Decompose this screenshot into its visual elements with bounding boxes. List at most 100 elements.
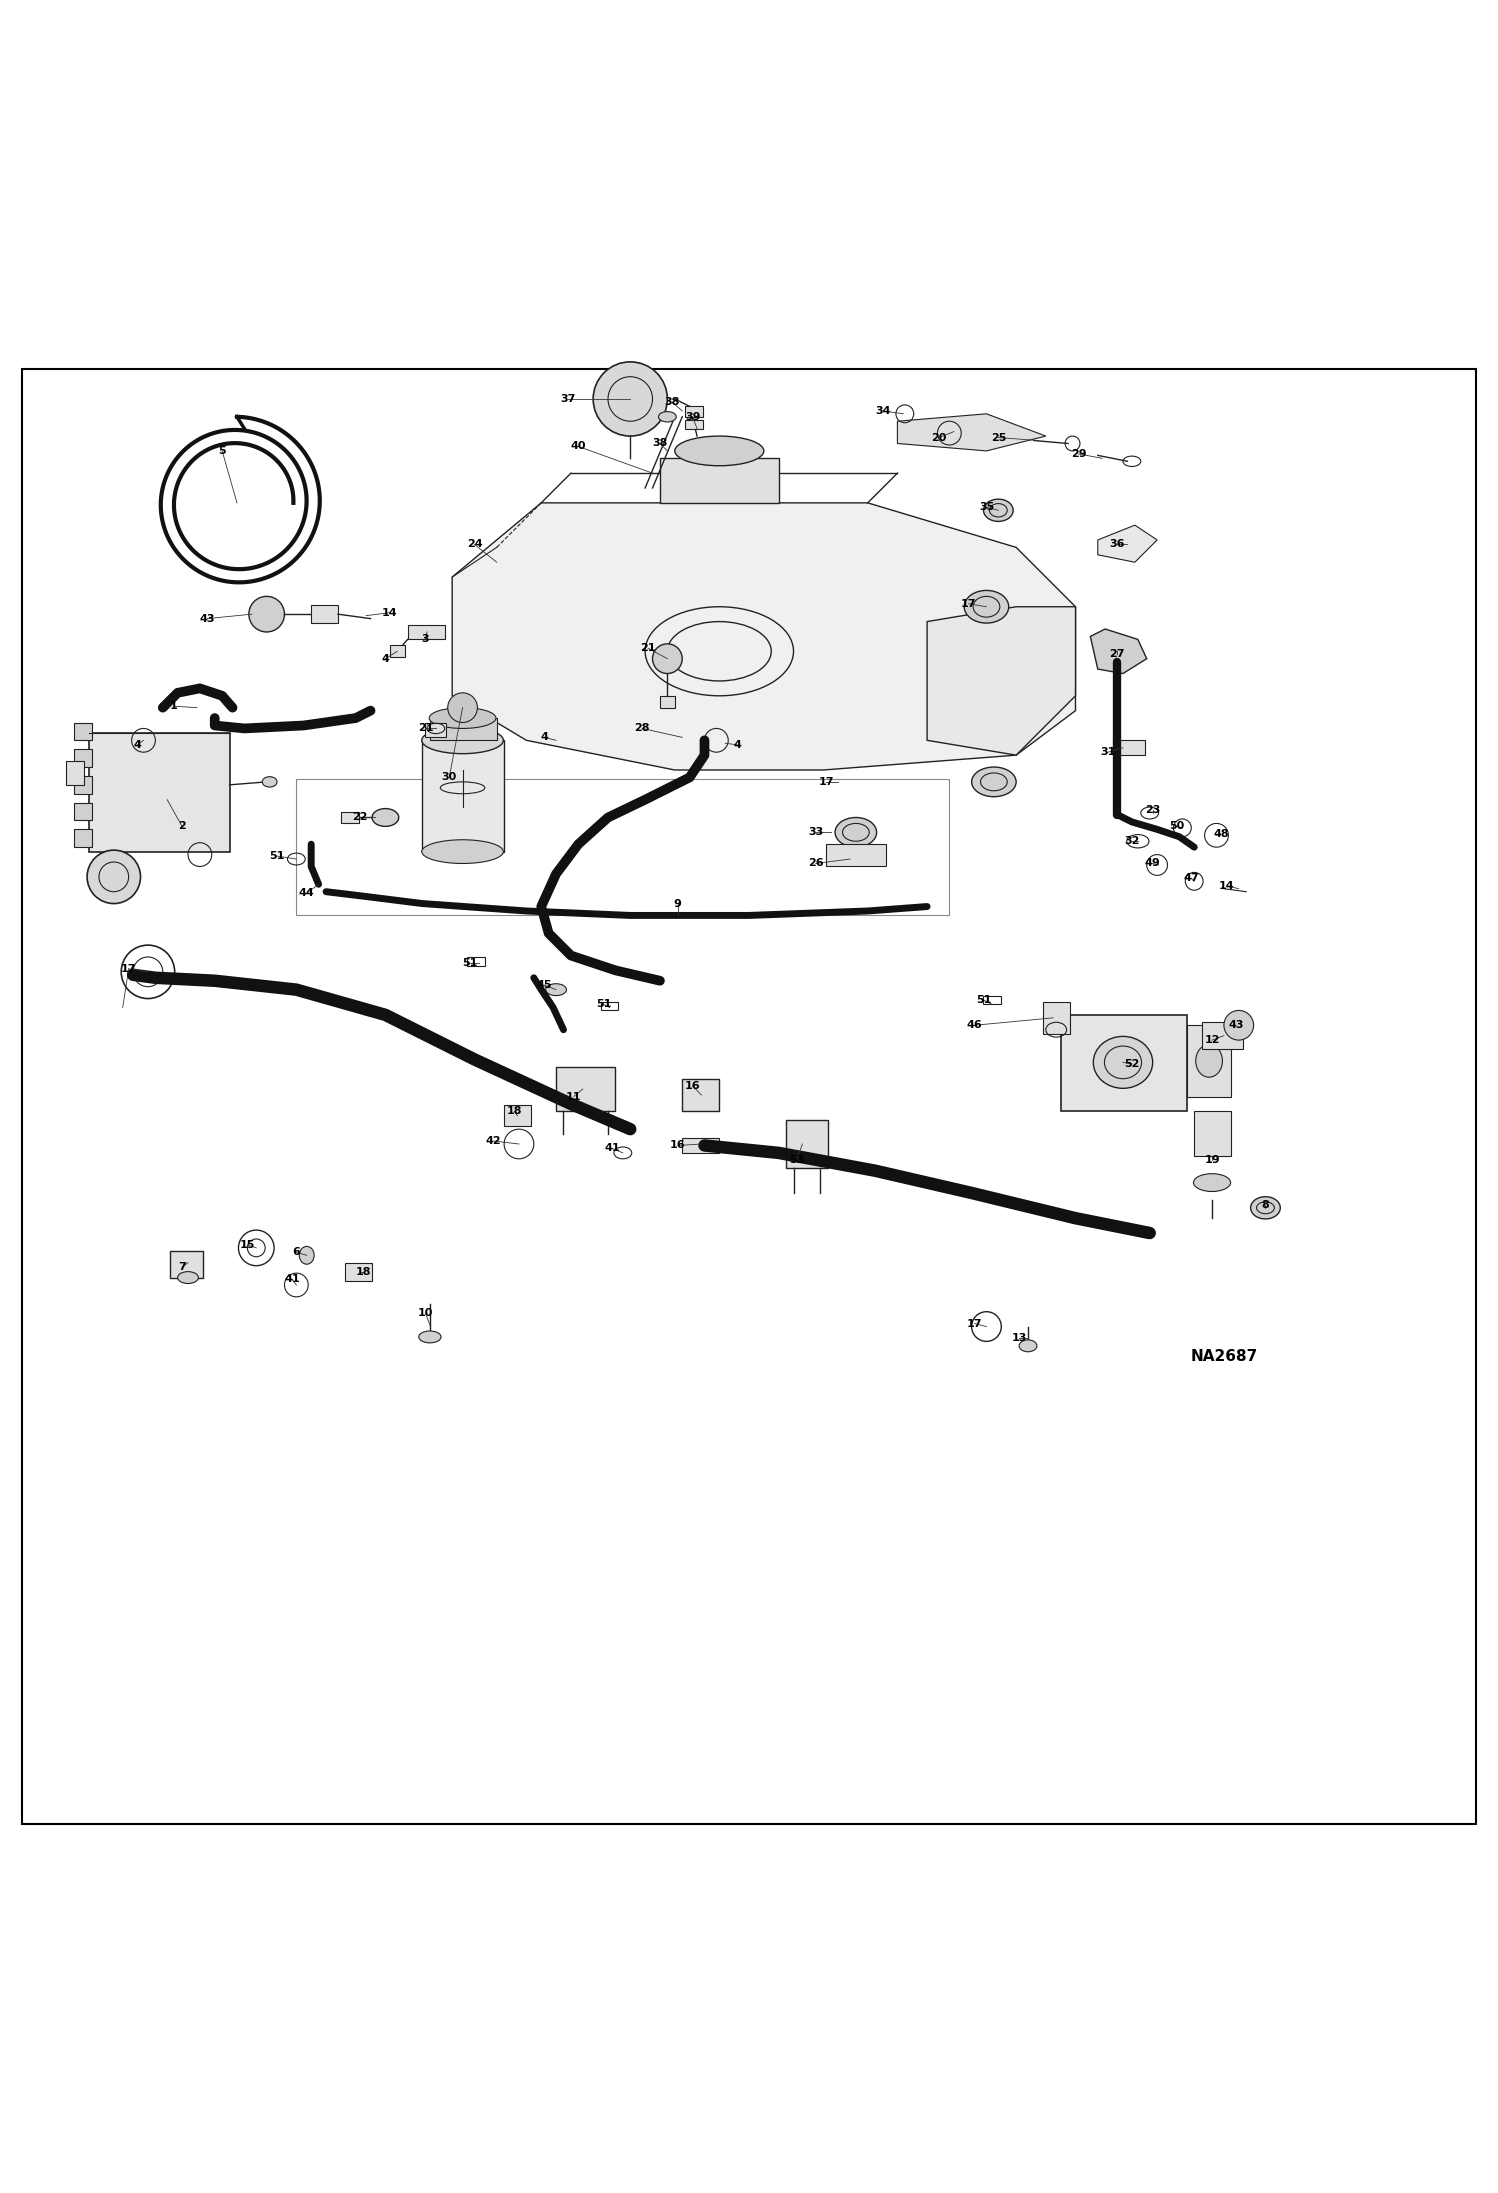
Text: 40: 40 (571, 441, 586, 452)
Bar (661, 695, 674, 708)
Text: 20: 20 (932, 432, 947, 443)
Text: 4: 4 (733, 739, 742, 750)
Text: 51: 51 (270, 851, 285, 862)
Text: 7: 7 (178, 1263, 186, 1272)
Ellipse shape (422, 726, 503, 754)
Ellipse shape (834, 818, 876, 846)
Text: 33: 33 (807, 827, 824, 838)
Text: 38: 38 (652, 439, 668, 450)
Text: 5: 5 (219, 445, 226, 456)
Text: 6: 6 (292, 1248, 300, 1257)
Text: 22: 22 (352, 811, 369, 822)
Text: 23: 23 (1144, 805, 1161, 816)
Text: 50: 50 (1168, 822, 1183, 831)
Text: 4: 4 (133, 739, 141, 750)
Text: 24: 24 (466, 539, 482, 550)
Bar (1113, 741, 1146, 754)
Bar (73, 803, 91, 820)
Bar (407, 625, 445, 640)
Text: 13: 13 (1011, 1333, 1026, 1344)
Bar (827, 844, 885, 866)
Text: 18: 18 (355, 1268, 372, 1276)
Text: 2: 2 (178, 822, 186, 831)
Bar (505, 1105, 530, 1127)
Ellipse shape (300, 1246, 315, 1263)
Polygon shape (1091, 629, 1147, 673)
Circle shape (653, 645, 682, 673)
Ellipse shape (1019, 1340, 1037, 1351)
Bar (389, 645, 404, 658)
Bar (342, 811, 358, 822)
Ellipse shape (262, 776, 277, 787)
Bar (346, 1263, 372, 1281)
Ellipse shape (422, 840, 503, 864)
Circle shape (593, 362, 668, 436)
Bar (66, 761, 84, 785)
Ellipse shape (972, 768, 1016, 796)
Text: 14: 14 (382, 607, 397, 618)
Bar (601, 1002, 619, 1011)
Ellipse shape (419, 1331, 440, 1342)
Ellipse shape (674, 436, 764, 465)
Text: 28: 28 (634, 724, 650, 732)
Bar (685, 419, 703, 428)
Bar (1186, 1026, 1231, 1096)
Text: 26: 26 (807, 857, 824, 868)
Text: 37: 37 (560, 395, 575, 404)
Bar (430, 717, 497, 741)
Bar (1194, 1112, 1231, 1156)
Bar (685, 406, 703, 417)
Text: 34: 34 (875, 406, 890, 417)
Ellipse shape (1194, 1173, 1230, 1191)
Ellipse shape (178, 1272, 198, 1283)
Ellipse shape (1251, 1197, 1281, 1219)
Text: 16: 16 (685, 1081, 701, 1092)
Text: 14: 14 (1219, 882, 1234, 890)
Text: 15: 15 (240, 1239, 255, 1250)
Text: 53: 53 (789, 1156, 804, 1164)
Ellipse shape (1094, 1037, 1152, 1088)
Bar (1061, 1015, 1186, 1112)
Text: 35: 35 (978, 502, 995, 513)
Bar (425, 721, 446, 737)
Text: 41: 41 (605, 1143, 620, 1154)
Bar (661, 458, 779, 502)
Ellipse shape (1195, 1044, 1222, 1077)
Circle shape (249, 596, 285, 632)
Text: 36: 36 (1110, 539, 1125, 550)
Text: 17: 17 (960, 599, 977, 610)
Bar (73, 721, 91, 741)
Text: 9: 9 (674, 899, 682, 908)
Text: 41: 41 (285, 1274, 300, 1285)
Text: 3: 3 (421, 634, 430, 645)
Text: 30: 30 (442, 772, 457, 783)
Text: 39: 39 (685, 412, 701, 421)
Ellipse shape (965, 590, 1008, 623)
Text: 46: 46 (966, 1020, 983, 1031)
Text: 12: 12 (1204, 1035, 1219, 1046)
Bar (312, 605, 339, 623)
Polygon shape (897, 414, 1046, 452)
Text: 21: 21 (418, 724, 433, 732)
Text: 8: 8 (1261, 1200, 1269, 1211)
Text: 38: 38 (664, 397, 680, 408)
Text: 51: 51 (463, 958, 478, 967)
Ellipse shape (428, 708, 496, 728)
Ellipse shape (984, 500, 1013, 522)
Circle shape (448, 693, 478, 721)
Text: 52: 52 (1124, 1059, 1140, 1068)
Text: 16: 16 (670, 1140, 686, 1151)
Polygon shape (1098, 524, 1156, 561)
Text: 47: 47 (1183, 873, 1198, 884)
Text: 1: 1 (169, 702, 177, 711)
Bar (786, 1121, 828, 1167)
Text: 51: 51 (975, 996, 992, 1004)
Text: 27: 27 (1110, 649, 1125, 660)
Polygon shape (927, 607, 1076, 754)
Polygon shape (452, 502, 1076, 770)
Bar (467, 956, 485, 965)
Text: 44: 44 (300, 888, 315, 899)
Text: 48: 48 (1213, 829, 1228, 838)
Bar (88, 732, 229, 851)
Bar (297, 779, 950, 914)
